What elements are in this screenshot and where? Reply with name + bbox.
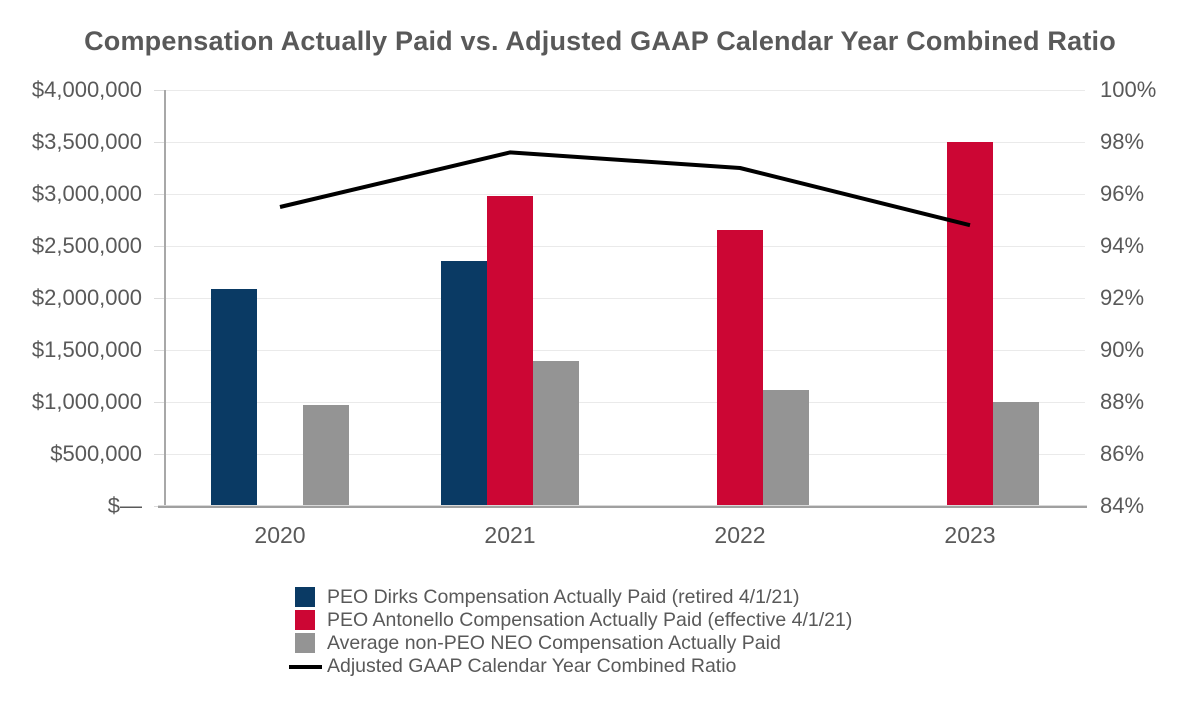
bar-2021-series-2 <box>533 361 579 506</box>
bar-2020-series-2 <box>303 405 349 506</box>
left-axis-tick-mark <box>154 142 165 143</box>
legend-label: PEO Antonello Compensation Actually Paid… <box>327 609 853 631</box>
legend-square-swatch-icon <box>289 632 322 655</box>
right-axis-tick-label: 84% <box>1100 493 1145 518</box>
left-axis-tick-label: $3,000,000 <box>31 181 142 206</box>
bar-2023-series-1 <box>947 142 993 506</box>
chart-legend: PEO Dirks Compensation Actually Paid (re… <box>289 586 852 678</box>
left-axis-tick-mark <box>154 194 165 195</box>
gridline <box>165 142 1085 143</box>
bar-2021-series-1 <box>487 196 533 506</box>
left-axis-line <box>164 90 166 506</box>
bar-2021-series-0 <box>441 260 487 506</box>
legend-item: Average non-PEO NEO Compensation Actuall… <box>289 632 852 655</box>
left-axis-tick-label: $2,000,000 <box>31 285 142 310</box>
right-axis-tick-label: 92% <box>1100 285 1145 310</box>
bar-2022-series-1 <box>717 230 763 506</box>
legend-item: PEO Dirks Compensation Actually Paid (re… <box>289 586 852 609</box>
gridline <box>165 402 1085 403</box>
left-axis-tick-label: $1,000,000 <box>31 389 142 414</box>
left-axis-tick-label: $4,000,000 <box>31 77 142 102</box>
gridline <box>165 246 1085 247</box>
x-axis-label-2021: 2021 <box>484 522 536 548</box>
right-axis-tick-label: 98% <box>1100 129 1145 154</box>
gridline <box>165 350 1085 351</box>
ratio-line <box>279 150 971 228</box>
legend-label: Adjusted GAAP Calendar Year Combined Rat… <box>327 655 737 677</box>
legend-label: PEO Dirks Compensation Actually Paid (re… <box>327 586 800 608</box>
legend-item: Adjusted GAAP Calendar Year Combined Rat… <box>289 655 852 678</box>
legend-square-swatch-icon <box>289 586 322 609</box>
left-axis-tick-mark <box>154 350 165 351</box>
swatch-shape <box>295 610 315 630</box>
gridline <box>165 298 1085 299</box>
left-axis-tick-label: $2,500,000 <box>31 233 142 258</box>
bar-2023-series-2 <box>993 402 1039 506</box>
x-axis-line <box>158 505 1087 508</box>
legend-line-swatch-icon <box>289 655 322 678</box>
x-axis-label-2023: 2023 <box>944 522 996 548</box>
right-axis-tick-label: 86% <box>1100 441 1145 466</box>
gridline <box>165 194 1085 195</box>
right-axis-tick-label: 96% <box>1100 181 1145 206</box>
ratio-line-layer <box>279 150 971 228</box>
left-axis-tick-mark <box>154 402 165 403</box>
legend-square-swatch-icon <box>289 609 322 632</box>
bar-2020-series-0 <box>211 288 257 506</box>
left-axis-tick-mark <box>154 454 165 455</box>
left-axis-tick-label: $3,500,000 <box>31 129 142 154</box>
x-axis-label-2022: 2022 <box>714 522 766 548</box>
legend-item: PEO Antonello Compensation Actually Paid… <box>289 609 852 632</box>
gridline <box>165 90 1085 91</box>
bar-2022-series-2 <box>763 389 809 506</box>
right-axis-tick-label: 94% <box>1100 233 1145 258</box>
left-axis-tick-label: $500,000 <box>50 441 142 466</box>
left-axis-tick-mark <box>154 90 165 91</box>
swatch-shape <box>295 633 315 653</box>
right-axis-tick-label: 88% <box>1100 389 1145 414</box>
left-axis-tick-mark <box>154 246 165 247</box>
left-axis-tick-mark <box>154 298 165 299</box>
swatch-shape <box>289 665 322 669</box>
right-axis-tick-label: 100% <box>1100 77 1157 102</box>
legend-label: Average non-PEO NEO Compensation Actuall… <box>327 632 781 654</box>
x-axis-label-2020: 2020 <box>254 522 306 548</box>
left-axis-tick-label: $— <box>107 493 142 518</box>
left-axis-tick-label: $1,500,000 <box>31 337 142 362</box>
right-axis-tick-label: 90% <box>1100 337 1145 362</box>
swatch-shape <box>295 587 315 607</box>
chart-title: Compensation Actually Paid vs. Adjusted … <box>84 26 1116 56</box>
gridline <box>165 454 1085 455</box>
